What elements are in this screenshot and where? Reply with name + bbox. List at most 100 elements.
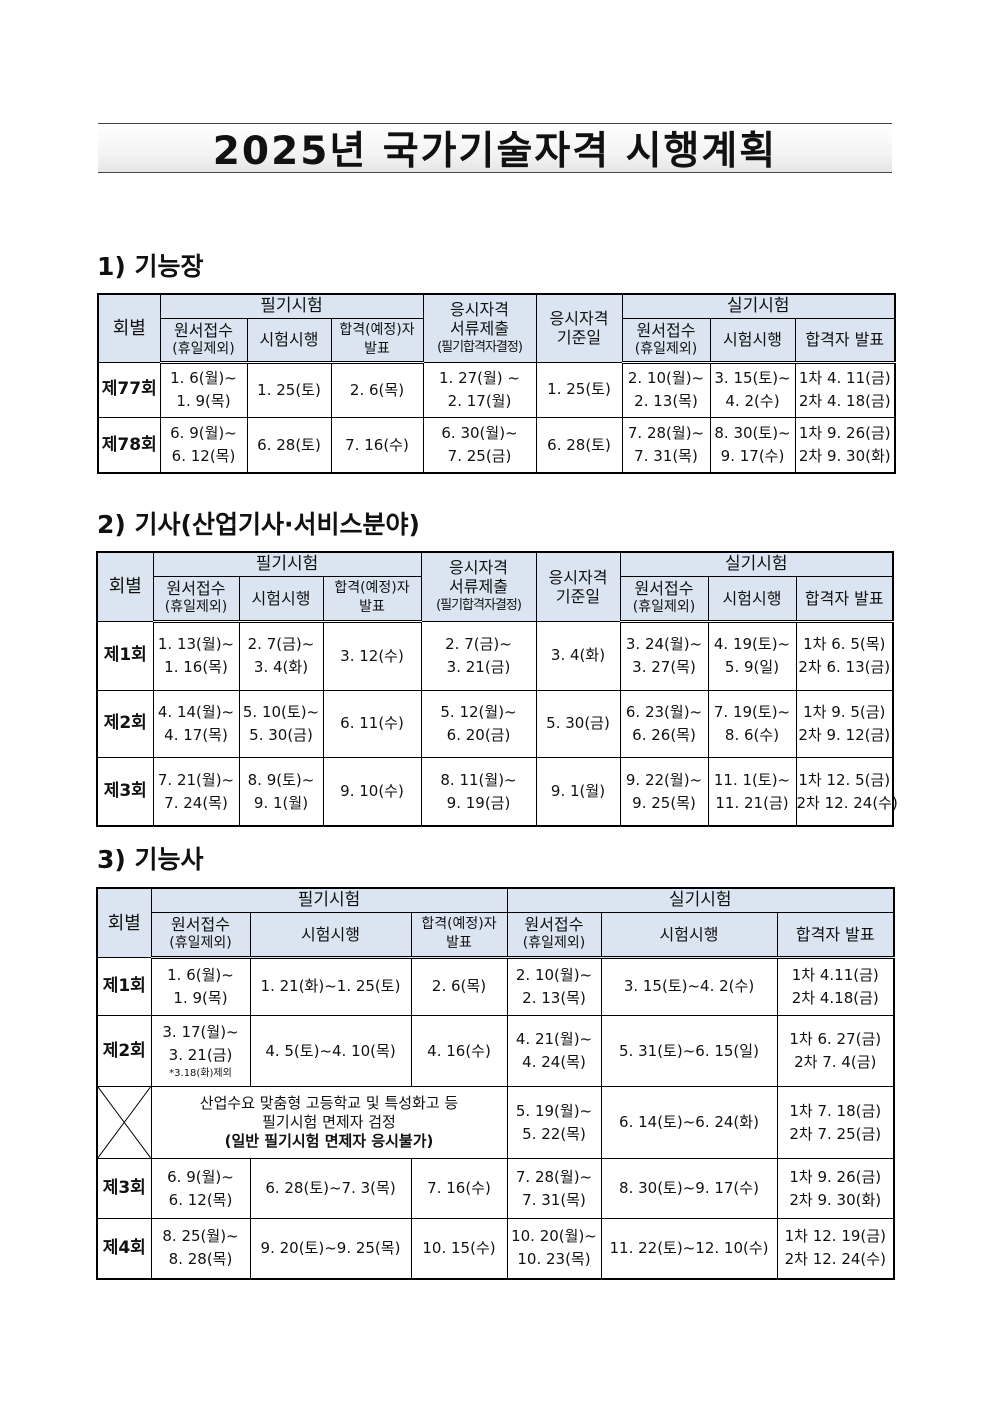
cell-written-apply: 6. 9(월)~ 6. 12(목): [159, 417, 248, 474]
schedule-table-engineer: 회별 필기시험 응시자격 서류제출 (필기합격자결정) 응시자격 기준일 실기시험 원…: [96, 551, 898, 827]
header-round: 회별: [96, 551, 154, 622]
cell-practical-apply: 6. 23(월)~ 6. 26(목): [619, 689, 709, 759]
schedule-table-master-craftsman: 회별 필기시험 응시자격 서류제출 (필기합격자결정) 응시자격 기준일 실기시험 원…: [97, 293, 897, 474]
cell-practical-apply: 7. 28(월)~ 7. 31(목): [621, 417, 711, 474]
table-row: 제78회 6. 9(월)~ 6. 12(목) 6. 28(토) 7. 16(수) …: [97, 417, 896, 474]
crossed-out-cell: [96, 1086, 152, 1160]
cell-practical-exam: 8. 30(토)~9. 17(수): [600, 1158, 778, 1219]
cell-practical-exam: 5. 31(토)~6. 15(일): [600, 1014, 778, 1088]
cell-written-pass: 9. 10(수): [322, 757, 422, 827]
cell-docs: 1. 27(월) ~2. 17(월): [422, 361, 537, 419]
cell-written-apply: 3. 17(월)~ 3. 21(금) *3.18(화)제외: [150, 1014, 251, 1088]
cell-practical-exam: 11. 22(토)~12. 10(수): [600, 1217, 778, 1280]
cell-practical-exam: 3. 15(토)~4. 2(수): [709, 361, 796, 419]
cell-practical-exam: 7. 19(토)~ 8. 6(수): [707, 689, 797, 759]
round-label: 제2회: [96, 689, 154, 759]
cell-written-apply: 1. 6(월)~ 1. 9(목): [159, 361, 248, 419]
round-label: 제4회: [96, 1217, 152, 1280]
cell-practical-apply: 9. 22(월)~ 9. 25(목): [619, 757, 709, 827]
header-written: 필기시험: [159, 293, 424, 319]
cell-written-apply: 7. 21(월)~ 7. 24(목): [152, 757, 240, 827]
cell-practical-apply: 7. 28(월)~ 7. 31(목): [506, 1158, 602, 1219]
header-exam: 시험시행: [249, 911, 412, 960]
cell-practical-pass: 1차 4. 11(금) 2차 4. 18(금): [794, 361, 896, 419]
table-row: 제77회 1. 6(월)~ 1. 9(목) 1. 25(토) 2. 6(목) 1.…: [97, 361, 896, 419]
section-heading-2: 2) 기사(산업기사·서비스분야): [97, 510, 420, 539]
cell-practical-apply: 3. 24(월)~ 3. 27(목): [619, 620, 709, 691]
special-exam-note: 산업수요 맞춤형 고등학교 및 특성화고 등 필기시험 면제자 검정 (일반 필기시…: [150, 1086, 508, 1160]
cell-docs: 5. 12(월)~ 6. 20(금): [420, 689, 537, 759]
header-announce: 합격자 발표: [795, 575, 894, 623]
header-apply: 원서접수 (휴일제외): [621, 317, 711, 364]
round-label: 제78회: [97, 417, 161, 474]
round-label: 제2회: [96, 1014, 152, 1088]
header-written: 필기시험: [152, 551, 422, 577]
cell-written-apply: 6. 9(월)~ 6. 12(목): [150, 1158, 251, 1219]
header-apply: 원서접수 (휴일제외): [159, 317, 248, 364]
cell-written-exam: 1. 21(화)~1. 25(토): [249, 957, 412, 1016]
cell-written-exam: 2. 7(금)~ 3. 4(화): [238, 620, 324, 691]
table-row: 제3회 7. 21(월)~ 7. 24(목) 8. 9(토)~ 9. 1(월) 9.…: [96, 757, 898, 827]
cell-written-exam: 5. 10(토)~ 5. 30(금): [238, 689, 324, 759]
cell-written-exam: 6. 28(토)~7. 3(목): [249, 1158, 412, 1219]
round-label: 제3회: [96, 757, 154, 827]
cell-written-pass: 7. 16(수): [410, 1158, 508, 1219]
cell-written-exam: 1. 25(토): [246, 361, 332, 419]
header-round: 회별: [97, 293, 161, 363]
page-title: 2025년 국가기술자격 시행계획: [212, 129, 778, 174]
cell-docs: 8. 11(월)~ 9. 19(금): [420, 757, 537, 827]
exclusion-note: *3.18(화)제외: [169, 1068, 232, 1080]
cell-practical-exam: 3. 15(토)~4. 2(수): [600, 957, 778, 1016]
cell-practical-apply: 10. 20(월)~ 10. 23(목): [506, 1217, 602, 1280]
cell-basis: 6. 28(토): [535, 417, 623, 474]
cell-practical-pass: 1차 7. 18(금) 2차 7. 25(금): [776, 1086, 895, 1160]
cell-written-apply: 1. 13(월)~ 1. 16(목): [152, 620, 240, 691]
cell-written-apply: 8. 25(월)~ 8. 28(목): [150, 1217, 251, 1280]
cell-written-exam: 6. 28(토): [246, 417, 332, 474]
cell-written-pass: 3. 12(수): [322, 620, 422, 691]
cell-practical-apply: 2. 10(월)~ 2. 13(목): [621, 361, 711, 419]
header-practical: 실기시험: [619, 551, 894, 577]
header-exam: 시험시행: [707, 575, 797, 623]
header-practical: 실기시험: [621, 293, 896, 319]
cell-practical-apply: 4. 21(월)~ 4. 24(목): [506, 1014, 602, 1088]
cell-practical-apply: 2. 10(월)~ 2. 13(목): [506, 957, 602, 1016]
header-pass: 합격(예정)자 발표: [330, 317, 424, 364]
cell-practical-pass: 1차 6. 5(목) 2차 6. 13(금): [795, 620, 894, 691]
cell-written-exam: 4. 5(토)~4. 10(목): [249, 1014, 412, 1088]
cell-written-pass: 6. 11(수): [322, 689, 422, 759]
section-heading-3: 3) 기능사: [97, 845, 204, 874]
cell-practical-pass: 1차 9. 26(금) 2차 9. 30(화): [794, 417, 896, 474]
header-practical: 실기시험: [506, 887, 895, 913]
table-row: 제3회 6. 9(월)~ 6. 12(목) 6. 28(토)~7. 3(목) 7.…: [96, 1158, 895, 1219]
round-label: 제1회: [96, 620, 154, 691]
cell-practical-pass: 1차 4.11(금) 2차 4.18(금): [776, 957, 895, 1016]
cell-docs: 2. 7(금)~ 3. 21(금): [420, 620, 537, 691]
cell-written-pass: 2. 6(목): [330, 361, 424, 419]
cell-basis: 3. 4(화): [535, 620, 621, 691]
table-row: 산업수요 맞춤형 고등학교 및 특성화고 등 필기시험 면제자 검정 (일반 필기시…: [96, 1086, 895, 1160]
cell-basis: 9. 1(월): [535, 757, 621, 827]
table-row: 제2회 3. 17(월)~ 3. 21(금) *3.18(화)제외 4. 5(토)~…: [96, 1014, 895, 1088]
cell-written-exam: 8. 9(토)~ 9. 1(월): [238, 757, 324, 827]
cell-practical-exam: 4. 19(토)~ 5. 9(일): [707, 620, 797, 691]
cell-written-pass: 4. 16(수): [410, 1014, 508, 1088]
schedule-table-craftsman: 회별 필기시험 실기시험 원서접수 (휴일제외) 시험시행 합격(예정)자 발표 원…: [96, 887, 896, 1280]
cross-mark-icon: [98, 1087, 151, 1158]
cell-practical-pass: 1차 12. 19(금) 2차 12. 24(수): [776, 1217, 895, 1280]
header-announce: 합격자 발표: [776, 911, 895, 960]
cell-practical-exam: 6. 14(토)~6. 24(화): [600, 1086, 778, 1160]
round-label: 제77회: [97, 361, 161, 419]
header-basis: 응시자격 기준일: [535, 293, 623, 363]
cell-written-pass: 10. 15(수): [410, 1217, 508, 1280]
header-basis: 응시자격 기준일: [535, 551, 621, 622]
header-exam: 시험시행: [600, 911, 778, 960]
cell-basis: 5. 30(금): [535, 689, 621, 759]
cell-written-exam: 9. 20(토)~9. 25(목): [249, 1217, 412, 1280]
page-title-banner: 2025년 국가기술자격 시행계획: [98, 123, 892, 174]
header-written: 필기시험: [150, 887, 508, 913]
header-exam: 시험시행: [246, 317, 332, 364]
header-pass: 합격(예정)자 발표: [322, 575, 422, 623]
section-heading-1: 1) 기능장: [97, 252, 204, 281]
cell-written-pass: 7. 16(수): [330, 417, 424, 474]
